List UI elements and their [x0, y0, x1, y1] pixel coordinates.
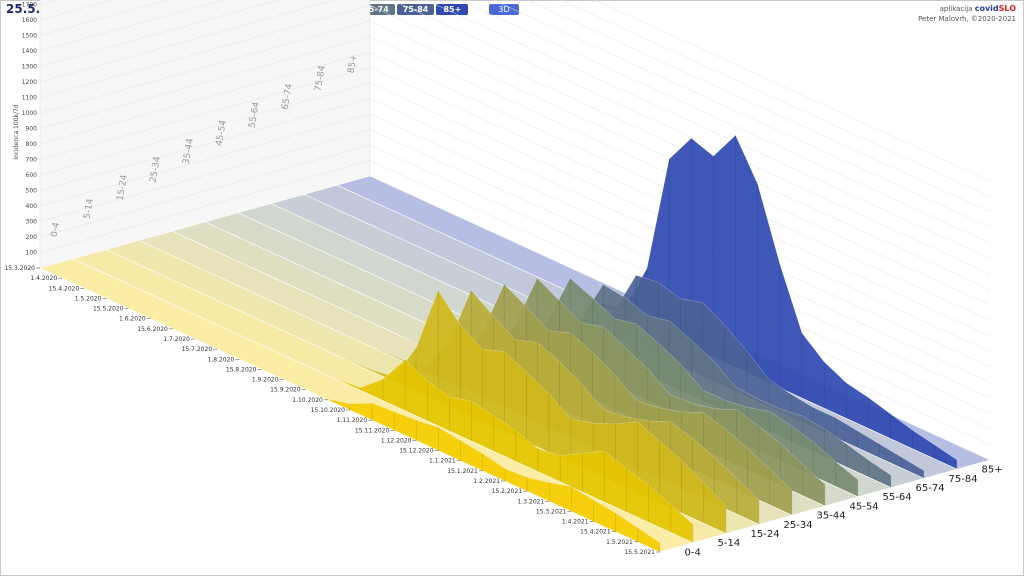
- age-label: 75-84: [949, 474, 978, 485]
- date-tick-label: 1.6.2020: [119, 316, 146, 323]
- y-tick-label: 700: [26, 157, 38, 164]
- date-tick-label: 15.6.2020: [137, 326, 168, 333]
- back-age-label: 15-24: [116, 174, 130, 202]
- back-age-label: 45-54: [215, 119, 229, 147]
- date-tick-label: 1.4.2020: [30, 275, 57, 282]
- date-tick-label: 15.3.2021: [536, 508, 567, 515]
- date-tick-label: 1.10.2020: [292, 397, 323, 404]
- y-tick-label: 500: [26, 188, 38, 195]
- y-tick-label: 1400: [22, 48, 37, 55]
- legend-chip-7584[interactable]: 75-84: [396, 4, 435, 15]
- y-tick-label: 1200: [22, 79, 37, 86]
- credit: aplikacija covidSLO Peter Malovrh, ©2020…: [918, 4, 1016, 24]
- date-tick-label: 15.2.2021: [492, 488, 523, 495]
- date-tick-label: 1.8.2020: [208, 356, 235, 363]
- age-label: 25-34: [784, 520, 813, 531]
- y-tick-label: 400: [26, 203, 38, 210]
- age-label: 85+: [982, 465, 1003, 476]
- date-tick-label: 1.4.2021: [562, 519, 589, 526]
- age-label: 5-14: [718, 538, 741, 549]
- date-tick-label: 15.8.2020: [226, 366, 257, 373]
- date-tick-label: 15.3.2020: [4, 265, 35, 272]
- age-label: 35-44: [817, 511, 846, 522]
- date-tick-label: 1.9.2020: [252, 377, 279, 384]
- back-age-label: 25-34: [149, 156, 163, 184]
- age-label: 0-4: [685, 547, 701, 558]
- back-age-label: 0-4: [50, 221, 62, 237]
- date-tick-label: 1.2.2021: [473, 478, 500, 485]
- date-tick-label: 15.1.2021: [447, 468, 478, 475]
- back-age-label: 35-44: [182, 137, 196, 165]
- date-tick-label: 1.1.2021: [429, 458, 456, 465]
- date-tick-label: 15.9.2020: [270, 387, 301, 394]
- credit-author: Peter Malovrh, ©2020-2021: [918, 15, 1016, 23]
- date-tick-label: 1.12.2020: [381, 437, 412, 444]
- legend-chip-85plus[interactable]: 85+: [436, 4, 469, 15]
- y-tick-label: 1700: [22, 2, 37, 9]
- y-tick-label: 100: [26, 250, 38, 257]
- date-tick-label: 15.4.2020: [49, 285, 80, 292]
- view-3d-button[interactable]: 3D: [489, 4, 519, 15]
- y-axis-label: incidenca 100k/7d: [13, 104, 20, 159]
- y-tick-label: 1300: [22, 64, 37, 71]
- y-tick-label: 200: [26, 234, 38, 241]
- date-tick-label: 1.11.2020: [337, 417, 368, 424]
- date-tick-label: 15.4.2021: [580, 529, 611, 536]
- age-label: 45-54: [850, 501, 879, 512]
- date-tick-label: 15.7.2020: [182, 346, 213, 353]
- date-tick-label: 15.10.2020: [311, 407, 346, 414]
- date-axis: 15.3.2020 1.4.2020 15.4.2020 1.5.2020 15.5.2…: [4, 265, 660, 556]
- date-tick-label: 15.5.2020: [93, 306, 124, 313]
- y-tick-label: 1500: [22, 33, 37, 40]
- date-tick-label: 1.3.2021: [518, 498, 545, 505]
- date-tick-label: 1.7.2020: [163, 336, 190, 343]
- age-label: 55-64: [883, 492, 912, 503]
- legend-chip-6574[interactable]: 65-74: [357, 4, 395, 15]
- date-tick-label: 15.5.2021: [624, 549, 655, 556]
- date-tick-label: 15.12.2020: [399, 448, 434, 455]
- back-age-label: 65-74: [281, 83, 295, 111]
- y-tick-label: 300: [26, 219, 38, 226]
- date-tick-label: 1.5.2021: [606, 539, 633, 546]
- date-tick-label: 15.11.2020: [355, 427, 390, 434]
- y-tick-label: 600: [26, 172, 38, 179]
- y-tick-label: 1000: [22, 110, 37, 117]
- brand-slo[interactable]: SLO: [998, 4, 1016, 13]
- brand-covid[interactable]: covid: [974, 4, 999, 13]
- y-tick-label: 800: [26, 141, 38, 148]
- back-age-label: 85+: [347, 54, 360, 74]
- y-tick-label: 1100: [22, 95, 37, 102]
- age-label: 15-24: [751, 529, 780, 540]
- back-age-label: 75-84: [314, 65, 328, 93]
- y-tick-label: 1600: [22, 17, 37, 24]
- age-label: 65-74: [916, 483, 945, 494]
- date-tick-label: 1.5.2020: [75, 295, 102, 302]
- back-age-label: 55-64: [248, 101, 262, 129]
- back-age-label: 5-14: [83, 198, 96, 220]
- y-tick-label: 900: [26, 126, 38, 133]
- credit-prefix: aplikacija: [939, 5, 973, 13]
